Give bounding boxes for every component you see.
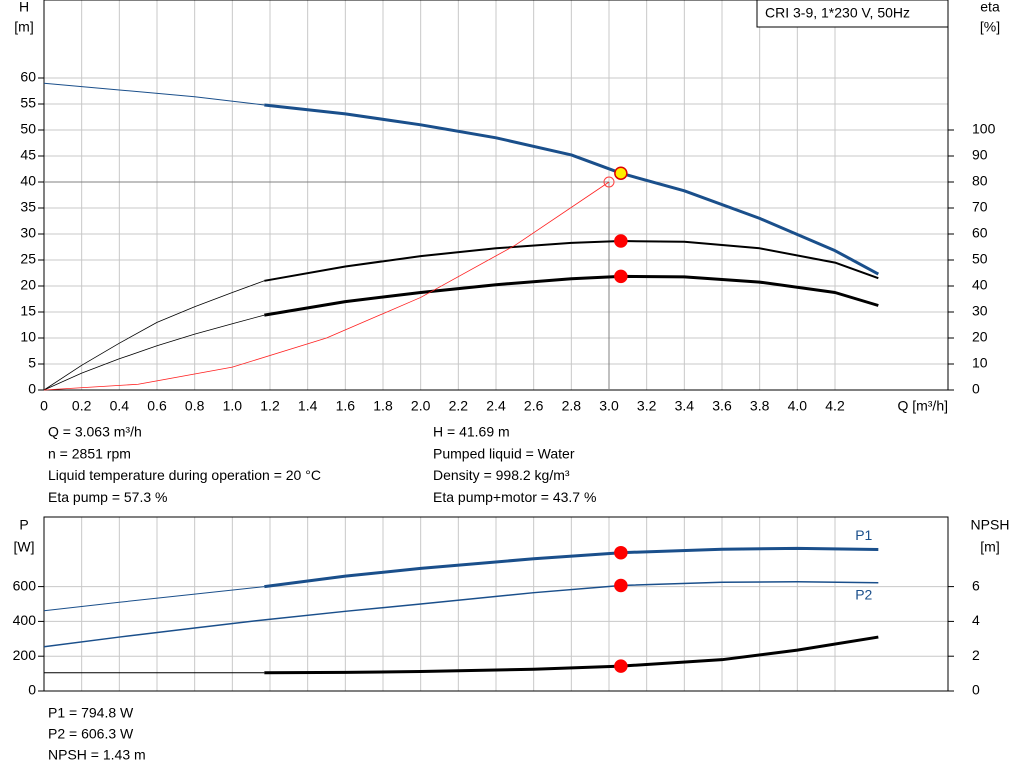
info-text: Liquid temperature during operation = 20… (48, 467, 321, 483)
plot-frame (43, 0, 949, 391)
y2-axis-label: eta (980, 0, 1000, 15)
curve (264, 103, 880, 276)
info-text: P2 = 606.3 W (48, 726, 134, 742)
curve-label: P1 (855, 527, 872, 543)
y2-tick-label: 0 (972, 381, 980, 397)
x-tick-label: 4.0 (788, 398, 808, 414)
y-tick-label: 55 (20, 95, 36, 111)
x-tick-label: 3.4 (675, 398, 695, 414)
y2-tick-label: 90 (972, 147, 988, 163)
info-text: Density = 998.2 kg/m³ (433, 467, 570, 483)
x-tick-label: 2.8 (562, 398, 582, 414)
y-tick-label: 15 (20, 303, 36, 319)
y-tick-label: 40 (20, 173, 36, 189)
curve (43, 586, 265, 612)
y-axis-unit: [W] (14, 539, 35, 555)
info-text: n = 2851 rpm (48, 445, 131, 461)
y-tick-label: 50 (20, 121, 36, 137)
x-tick-label: 3.8 (750, 398, 770, 414)
info-text: Eta pump = 57.3 % (48, 489, 167, 505)
x-tick-label: 2.0 (411, 398, 431, 414)
x-axis-label: Q [m³/h] (897, 398, 948, 414)
curve (264, 635, 879, 675)
y-tick-label: 200 (13, 647, 37, 663)
y2-axis-unit: [%] (980, 19, 1000, 35)
y2-tick-label: 4 (972, 612, 980, 628)
info-text: Pumped liquid = Water (433, 445, 575, 461)
curve (43, 82, 265, 106)
x-tick-label: 2.4 (486, 398, 506, 414)
x-tick-label: 2.2 (449, 398, 469, 414)
marker (603, 176, 615, 188)
marker (614, 545, 628, 560)
x-tick-label: 0.2 (72, 398, 92, 414)
y-tick-label: 400 (13, 612, 37, 628)
info-text: P1 = 794.8 W (48, 705, 134, 721)
y-axis-unit: [m] (14, 19, 33, 35)
info-text: Eta pump+motor = 43.7 % (433, 489, 596, 505)
x-tick-label: 4.2 (825, 398, 845, 414)
y-tick-label: 10 (20, 329, 36, 345)
y2-tick-label: 0 (972, 682, 980, 698)
y2-tick-label: 40 (972, 277, 988, 293)
info-text: Q = 3.063 m³/h (48, 424, 142, 440)
title-box (756, 0, 949, 28)
x-tick-label: 0.6 (147, 398, 167, 414)
x-tick-label: 1.6 (336, 398, 356, 414)
curve (43, 314, 265, 391)
x-tick-label: 0.8 (185, 398, 205, 414)
y-tick-label: 5 (28, 355, 36, 371)
y-axis-label: H (19, 0, 29, 15)
marker (614, 166, 628, 180)
y2-tick-label: 60 (972, 225, 988, 241)
y-tick-label: 25 (20, 251, 36, 267)
y2-tick-label: 100 (972, 121, 996, 137)
curve (43, 181, 610, 391)
y-axis-label: P (19, 517, 28, 533)
chart-title: CRI 3-9, 1*230 V, 50Hz (765, 5, 910, 21)
x-tick-label: 2.6 (524, 398, 544, 414)
y-tick-label: 20 (20, 277, 36, 293)
curve (264, 546, 879, 589)
y-tick-label: 45 (20, 147, 36, 163)
info-text: H = 41.69 m (433, 424, 510, 440)
marker (614, 659, 628, 673)
curve-label: P2 (855, 586, 872, 602)
y2-tick-label: 80 (972, 173, 988, 189)
y2-axis-label: NPSH (971, 517, 1010, 533)
y-tick-label: 30 (20, 225, 36, 241)
y2-tick-label: 30 (972, 303, 988, 319)
x-tick-label: 3.2 (637, 398, 657, 414)
y2-tick-label: 10 (972, 355, 988, 371)
y2-tick-label: 20 (972, 329, 988, 345)
curve (264, 274, 879, 317)
x-tick-label: 3.6 (712, 398, 732, 414)
curve (43, 280, 265, 391)
y2-tick-label: 50 (972, 251, 988, 267)
marker (614, 578, 628, 593)
y2-tick-label: 2 (972, 647, 980, 663)
y2-tick-label: 70 (972, 199, 988, 215)
y2-axis-unit: [m] (980, 539, 999, 555)
x-tick-label: 1.2 (260, 398, 280, 414)
marker (614, 234, 628, 248)
curve (264, 240, 879, 282)
info-text: NPSH = 1.43 m (48, 747, 146, 763)
y-tick-label: 35 (20, 199, 36, 215)
x-tick-label: 1.4 (298, 398, 318, 414)
x-tick-label: 0 (40, 398, 48, 414)
y-tick-label: 60 (20, 69, 36, 85)
plot-frame (43, 516, 949, 692)
y-tick-label: 0 (28, 381, 36, 397)
x-tick-label: 1.8 (373, 398, 393, 414)
x-tick-label: 3.0 (599, 398, 619, 414)
y2-tick-label: 6 (972, 577, 980, 593)
curve (43, 580, 879, 648)
marker (614, 269, 628, 284)
y-tick-label: 600 (13, 577, 37, 593)
x-tick-label: 1.0 (223, 398, 243, 414)
y-tick-label: 0 (28, 682, 36, 698)
x-tick-label: 0.4 (110, 398, 130, 414)
